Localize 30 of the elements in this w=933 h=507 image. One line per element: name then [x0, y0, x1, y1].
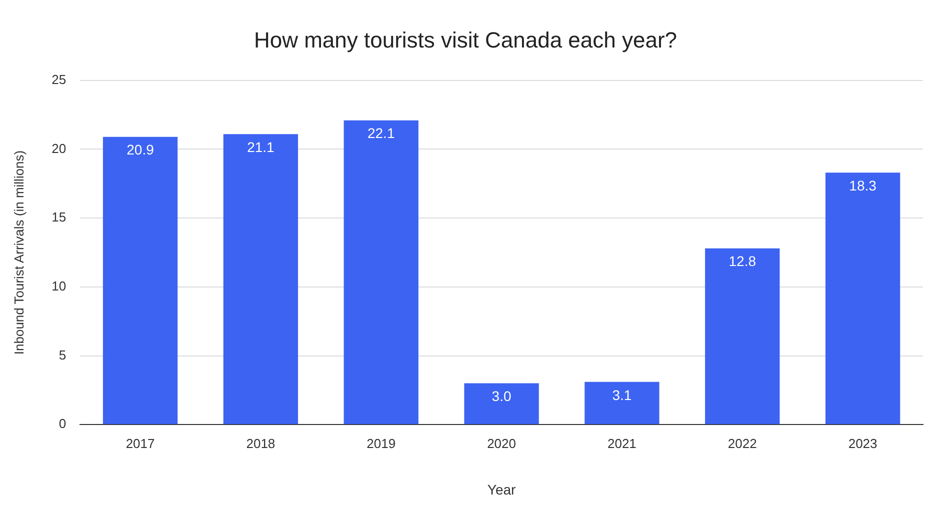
- bar: [464, 383, 539, 424]
- chart-title: How many tourists visit Canada each year?: [254, 27, 678, 52]
- data-label: 21.1: [247, 138, 275, 155]
- data-label: 3.1: [612, 386, 632, 403]
- x-axis-title: Year: [487, 481, 516, 498]
- y-axis-title: Inbound Tourist Arrivals (in millions): [11, 150, 26, 355]
- y-tick-label: 0: [58, 416, 66, 432]
- x-tick-label: 2018: [246, 436, 276, 451]
- y-tick-label: 20: [52, 140, 66, 156]
- bar: [223, 134, 298, 424]
- data-label: 18.3: [849, 178, 877, 194]
- y-tick-label: 5: [58, 347, 66, 362]
- y-tick-label: 15: [52, 210, 66, 225]
- x-tick-label: 2019: [366, 436, 396, 451]
- data-label: 22.1: [367, 125, 395, 142]
- bar: [825, 172, 900, 424]
- data-label: 20.9: [126, 142, 154, 158]
- x-tick-label: 2020: [487, 436, 516, 451]
- y-tick-label: 25: [52, 72, 66, 87]
- data-label: 3.0: [492, 388, 512, 404]
- x-tick-label: 2023: [848, 436, 878, 451]
- bar: [344, 120, 418, 424]
- x-tick-label: 2017: [126, 436, 155, 451]
- bar: [705, 248, 780, 424]
- bar: [102, 136, 178, 424]
- bar: [584, 382, 660, 424]
- data-label: 12.8: [728, 253, 756, 270]
- x-tick-label: 2021: [607, 436, 636, 451]
- y-tick-label: 10: [52, 278, 66, 294]
- x-tick-label: 2022: [728, 436, 757, 451]
